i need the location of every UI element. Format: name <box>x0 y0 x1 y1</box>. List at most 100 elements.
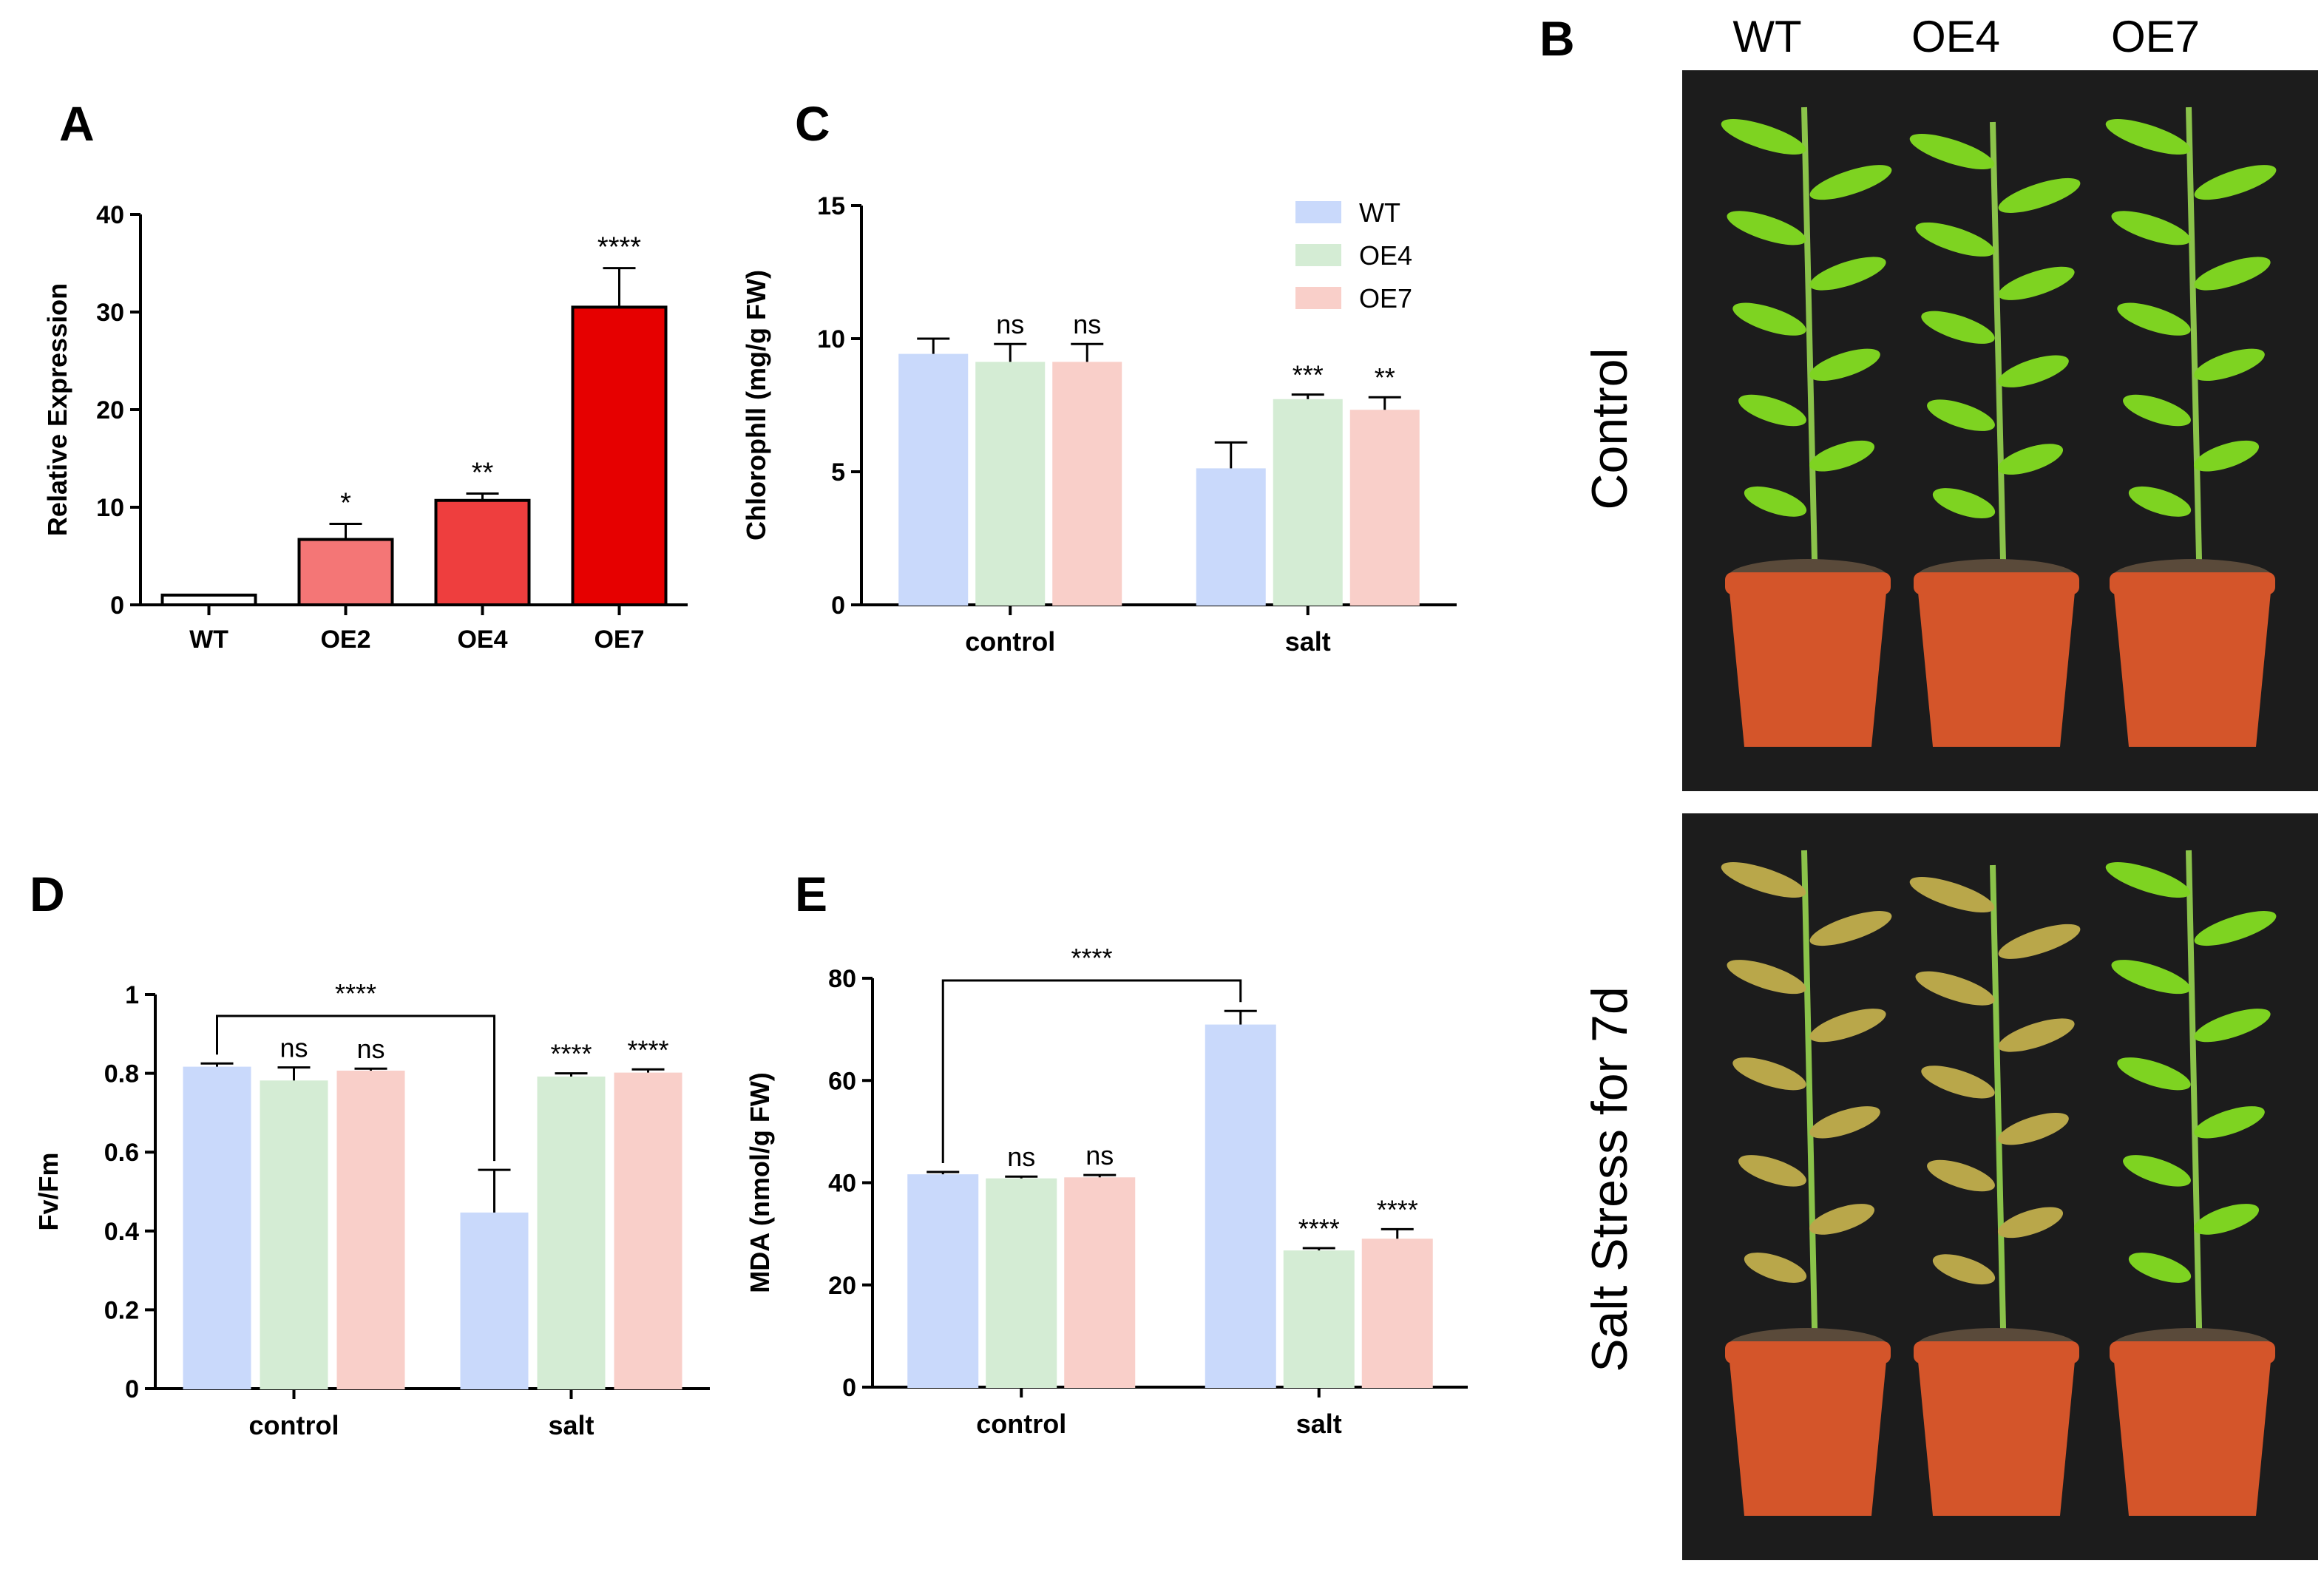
plant-leaf <box>2123 1155 2191 1187</box>
plant-leaf <box>1997 444 2064 475</box>
x-tick-label-control: control <box>965 626 1055 657</box>
plant-leaf <box>2193 440 2260 472</box>
plant-pot <box>1917 577 2076 747</box>
x-tick-label-oe4: OE4 <box>457 626 507 654</box>
bar-salt-wt <box>1196 468 1266 606</box>
photo-column-label-oe7: OE7 <box>2111 12 2200 61</box>
y-tick-label: 15 <box>817 192 845 220</box>
pot-rim <box>1914 572 2079 594</box>
significance-label: **** <box>1298 1213 1340 1244</box>
legend-swatch-oe4 <box>1295 244 1341 266</box>
significance-label: ns <box>996 309 1024 339</box>
y-tick-label: 20 <box>828 1272 856 1300</box>
chart-c-chlorophyll: 0 5 10 15 Chlorophll (mg/g FW) control ns ns sal… <box>741 192 1457 657</box>
pot-rim <box>2110 572 2275 594</box>
bar-control-wt <box>898 353 969 606</box>
plant-leaf <box>1927 399 1995 431</box>
plant-leaf <box>2194 911 2277 946</box>
plant-leaf <box>1738 394 1806 427</box>
plant-leaf <box>1998 1112 2069 1145</box>
pot-rim <box>1725 1341 1891 1363</box>
bar-control-oe4 <box>975 362 1046 606</box>
panel-label-d: D <box>30 867 65 921</box>
plant-leaf <box>1738 1155 1806 1187</box>
plant-leaf <box>1727 960 1806 995</box>
plant-leaf <box>1998 266 2075 300</box>
plant-leaf <box>2111 211 2191 245</box>
bracket-significance-label: **** <box>335 978 376 1009</box>
photo-salt-stress-plants <box>1682 813 2318 1560</box>
photo-column-label-wt: WT <box>1732 12 1801 61</box>
plant-pot <box>1728 1346 1888 1516</box>
plant-pot <box>2113 1346 2272 1516</box>
significance-label: ns <box>280 1033 308 1063</box>
bar-control-oe7 <box>1064 1177 1136 1389</box>
plant-leaf <box>1809 911 1892 946</box>
y-tick-label: 0 <box>842 1374 856 1402</box>
bar-control-oe7 <box>1052 362 1122 606</box>
plant-leaf <box>1809 440 1875 472</box>
significance-label: **** <box>627 1034 668 1065</box>
chart-a-expression: 0 10 20 30 40 Relative Expression WT OE2 * OE4 ** O… <box>42 201 688 654</box>
chart-e-mda: 0 20 40 60 80 MDA (nmol/g FW) control ns ns salt *… <box>745 943 1468 1439</box>
legend-label-wt: WT <box>1359 197 1400 228</box>
x-tick-label-oe7: OE7 <box>594 626 644 654</box>
plant-leaf <box>1744 486 1807 517</box>
bar-wt <box>160 593 257 606</box>
bar-salt-oe7 <box>1361 1239 1433 1389</box>
x-tick-label-salt: salt <box>1296 1409 1342 1439</box>
legend-label-oe7: OE7 <box>1359 283 1412 314</box>
y-tick-label: 0 <box>125 1375 139 1403</box>
plant-stem <box>1990 864 2007 1361</box>
legend-swatch-wt <box>1295 201 1341 223</box>
bar-salt-wt <box>460 1212 529 1389</box>
plant-stem <box>1990 121 2007 592</box>
significance-label: ns <box>1085 1140 1114 1170</box>
legend-label-oe4: OE4 <box>1359 240 1412 271</box>
plant-leaf <box>1721 862 1806 898</box>
bracket-significance-label: **** <box>1071 943 1112 973</box>
plant-leaf <box>1998 355 2069 387</box>
chart-d-fvfm: 0 0.2 0.4 0.6 0.8 1 Fv/Fm control ns ns salt **** **… <box>33 978 710 1440</box>
legend-swatch-oe7 <box>1295 287 1341 309</box>
photo-row-label-control: Control <box>1582 348 1638 509</box>
plant-leaf <box>1915 222 1995 257</box>
x-tick-label-oe2: OE2 <box>320 626 370 654</box>
y-tick-label: 40 <box>828 1170 856 1198</box>
plant-leaf <box>2105 119 2191 155</box>
panel-label-a: A <box>59 96 95 151</box>
significance-label: ns <box>1007 1142 1035 1172</box>
plant-leaf <box>1909 877 1995 912</box>
y-tick-label: 0 <box>110 592 124 620</box>
plant-leaf <box>2111 960 2191 995</box>
plant-leaf <box>2194 348 2265 382</box>
plant-leaf <box>2128 486 2192 517</box>
significance-label: **** <box>550 1039 592 1069</box>
bar-oe7 <box>571 305 668 606</box>
plant-leaf <box>1721 119 1806 155</box>
plant-stem <box>2186 106 2203 592</box>
plant-leaf <box>1727 211 1806 245</box>
significance-label: ns <box>356 1034 384 1064</box>
plant-leaf <box>1809 348 1880 382</box>
significance-label: ** <box>472 458 494 489</box>
y-tick-label: 40 <box>96 201 124 229</box>
bar-control-oe4 <box>260 1080 328 1389</box>
panel-label-e: E <box>795 867 827 921</box>
x-tick-label-control: control <box>249 1410 339 1440</box>
photo-panel-b: WT OE4 OE7 Control Salt Stress for 7d <box>1582 12 2318 1560</box>
y-axis-title: Relative Expression <box>42 283 72 536</box>
bar-oe2 <box>297 538 394 606</box>
plant-leaf <box>1998 924 2081 959</box>
plant-leaf <box>2123 394 2191 427</box>
bar-salt-oe4 <box>537 1076 606 1390</box>
significance-label: *** <box>1293 360 1324 390</box>
plant-stem <box>2186 850 2203 1361</box>
significance-label: * <box>340 487 351 518</box>
x-tick-label-salt: salt <box>548 1410 594 1440</box>
y-tick-label: 0.2 <box>104 1296 139 1324</box>
plant-leaf <box>1927 1159 1995 1192</box>
plant-leaf <box>2117 1057 2191 1091</box>
plant-leaf <box>2194 257 2271 291</box>
y-tick-label: 10 <box>817 325 845 353</box>
